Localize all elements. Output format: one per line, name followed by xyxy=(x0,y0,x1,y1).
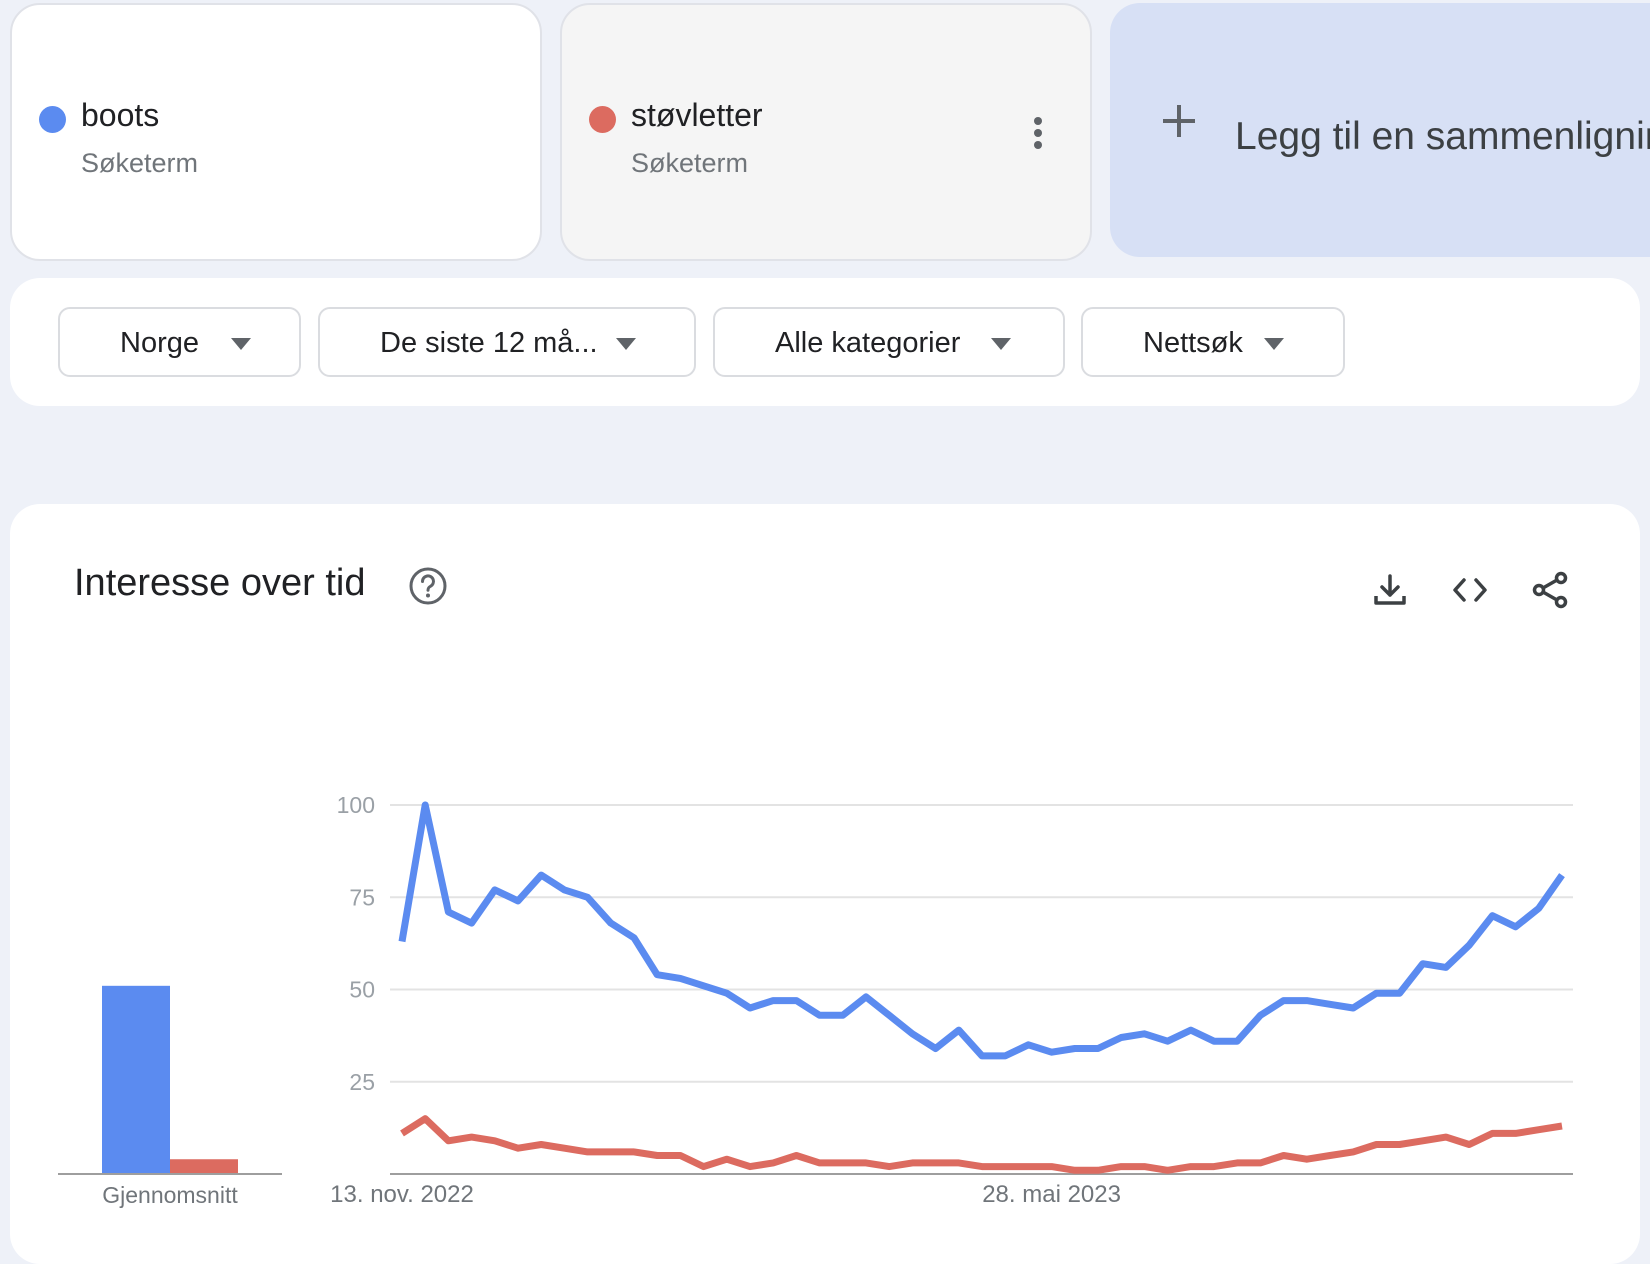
y-tick-label: 100 xyxy=(337,792,375,818)
x-tick-label: 28. mai 2023 xyxy=(982,1181,1121,1208)
y-tick-label: 25 xyxy=(349,1069,375,1095)
average-label: Gjennomsnitt xyxy=(102,1182,238,1208)
y-tick-label: 75 xyxy=(349,884,375,910)
x-tick-label: 13. nov. 2022 xyxy=(330,1181,474,1208)
average-bar xyxy=(170,1159,238,1174)
average-bar xyxy=(102,986,170,1174)
series-line xyxy=(402,1119,1562,1171)
y-tick-label: 50 xyxy=(349,977,375,1003)
series-line xyxy=(402,805,1562,1056)
